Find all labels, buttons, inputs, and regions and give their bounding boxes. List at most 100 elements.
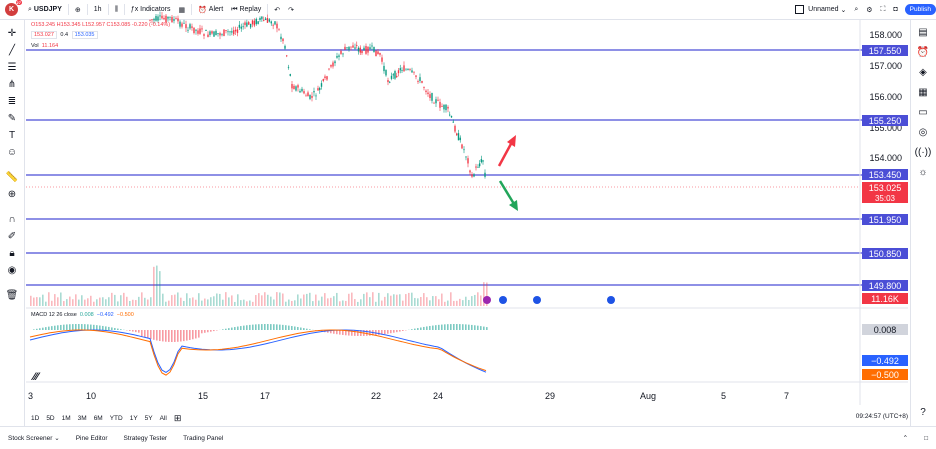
- level-badge[interactable]: 157.550: [862, 45, 908, 56]
- tab-strategy-tester[interactable]: Strategy Tester: [116, 435, 176, 442]
- volume-bar: [291, 301, 293, 306]
- volume-bar: [81, 295, 83, 306]
- candle-body: [473, 174, 474, 176]
- templates-button[interactable]: ▦: [175, 0, 190, 19]
- snapshot-button[interactable]: ◘: [889, 0, 901, 19]
- candle-body: [419, 77, 420, 81]
- timeframe-5y[interactable]: 5Y: [145, 415, 153, 422]
- candle-body: [417, 81, 418, 82]
- horizontal-lines-icon[interactable]: ☰: [5, 60, 19, 74]
- settings-button[interactable]: ⚙: [862, 0, 876, 19]
- candle-body: [263, 20, 264, 21]
- quick-search-button[interactable]: ⌕: [850, 0, 862, 19]
- undo-button[interactable]: ↶: [270, 0, 284, 19]
- macd-histogram-bar: [426, 326, 428, 330]
- macd-histogram-bar: [114, 328, 116, 330]
- volume-bar: [417, 298, 419, 306]
- redo-button[interactable]: ↷: [284, 0, 298, 19]
- timeframe-1d[interactable]: 1D: [31, 415, 39, 422]
- candle-body: [280, 37, 281, 39]
- macd-histogram-bar: [432, 326, 434, 330]
- candle-body: [383, 66, 384, 71]
- macd-histogram-bar: [45, 327, 47, 330]
- lock-icon[interactable]: 🔒︎: [5, 246, 19, 260]
- volume-bar: [219, 294, 221, 306]
- zoom-in-icon[interactable]: ⊕: [5, 187, 19, 201]
- fullscreen-button[interactable]: ⛶: [877, 0, 890, 19]
- volume-bar: [477, 292, 479, 306]
- ideas-icon[interactable]: ◎: [916, 125, 930, 139]
- candle-body: [411, 70, 412, 72]
- volume-bar: [36, 297, 38, 306]
- maximize-panel-icon[interactable]: ⌃: [895, 434, 916, 442]
- volume-bar: [153, 267, 155, 306]
- buy-button[interactable]: 153.035: [72, 31, 98, 39]
- candle-body: [393, 74, 394, 75]
- publish-button[interactable]: Publish: [905, 4, 936, 15]
- timeframe-5d[interactable]: 5D: [46, 415, 54, 422]
- compare-symbol-button[interactable]: ⊕: [71, 0, 85, 19]
- symbol-search[interactable]: ⌕ USDJPY: [24, 0, 66, 19]
- emoji-icon[interactable]: ☺: [5, 145, 19, 159]
- panel-square-icon[interactable]: □: [916, 435, 936, 442]
- chat-icon[interactable]: ▭: [916, 105, 930, 119]
- level-badge[interactable]: 153.450: [862, 169, 908, 180]
- candle-body: [401, 70, 402, 71]
- lightbulb-icon[interactable]: ☼: [916, 165, 930, 179]
- magnet-icon[interactable]: ∩: [5, 212, 19, 226]
- eye-icon[interactable]: ◉: [5, 263, 19, 277]
- timeframe-all[interactable]: All: [160, 415, 167, 422]
- brush-icon[interactable]: ✎: [5, 111, 19, 125]
- crosshair-icon[interactable]: ✛: [5, 26, 19, 40]
- trash-icon[interactable]: 🗑︎: [5, 288, 19, 302]
- tab-pine-editor[interactable]: Pine Editor: [68, 435, 116, 442]
- macd-histogram-bar: [294, 326, 296, 330]
- tab-stock-screener[interactable]: Stock Screener ⌄: [0, 434, 68, 442]
- trend-line-icon[interactable]: ╱: [5, 43, 19, 57]
- volume-bar: [114, 295, 116, 306]
- level-badge[interactable]: 151.950: [862, 214, 908, 225]
- level-badge[interactable]: 149.800: [862, 280, 908, 291]
- replay-button[interactable]: ⏮ Replay: [227, 0, 265, 19]
- timeframe-ytd[interactable]: YTD: [110, 415, 123, 422]
- candle-body: [481, 159, 482, 162]
- volume-bar: [66, 299, 68, 306]
- candle-body: [307, 92, 308, 96]
- text-icon[interactable]: T: [5, 128, 19, 142]
- level-badge[interactable]: 155.250: [862, 115, 908, 126]
- fib-retracement-icon[interactable]: ≣: [5, 94, 19, 108]
- timeframe-1m[interactable]: 1M: [62, 415, 71, 422]
- watchlist-icon[interactable]: ▤: [916, 25, 930, 39]
- volume-bar: [345, 301, 347, 306]
- date-range-icon[interactable]: ⊞: [174, 413, 182, 424]
- alert-button[interactable]: ⏰ Alert: [194, 0, 227, 19]
- lock-drawing-icon[interactable]: ✐: [5, 229, 19, 243]
- help-icon[interactable]: ?: [916, 405, 930, 419]
- layers-icon[interactable]: ◈: [916, 65, 930, 79]
- ruler-icon[interactable]: 📏: [5, 170, 19, 184]
- pitchfork-icon[interactable]: ⋔: [5, 77, 19, 91]
- layout-name-button[interactable]: Unnamed ⌄: [791, 0, 850, 19]
- macd-histogram-bar: [192, 330, 194, 339]
- macd-histogram-bar: [450, 324, 452, 330]
- timeframe-1y[interactable]: 1Y: [130, 415, 138, 422]
- clock[interactable]: 09:24:57 (UTC+8): [856, 413, 908, 420]
- alarm-clock-icon[interactable]: ⏰: [916, 45, 930, 59]
- volume-bar: [381, 301, 383, 306]
- volume-bar: [441, 294, 443, 306]
- candle-body: [181, 24, 182, 27]
- sell-button[interactable]: 153.027: [31, 31, 57, 39]
- interval-button[interactable]: 1h: [90, 0, 106, 19]
- volume-bar: [165, 302, 167, 306]
- volume-bar: [453, 301, 455, 306]
- broadcast-icon[interactable]: ((·)): [916, 145, 930, 159]
- tab-trading-panel[interactable]: Trading Panel: [175, 435, 231, 442]
- timeframe-6m[interactable]: 6M: [94, 415, 103, 422]
- indicators-button[interactable]: ƒx Indicators: [127, 0, 175, 19]
- chart-type-button[interactable]: ⫼: [111, 0, 122, 19]
- timeframe-3m[interactable]: 3M: [78, 415, 87, 422]
- calendar-icon[interactable]: ▦: [916, 85, 930, 99]
- level-badge[interactable]: 150.850: [862, 248, 908, 259]
